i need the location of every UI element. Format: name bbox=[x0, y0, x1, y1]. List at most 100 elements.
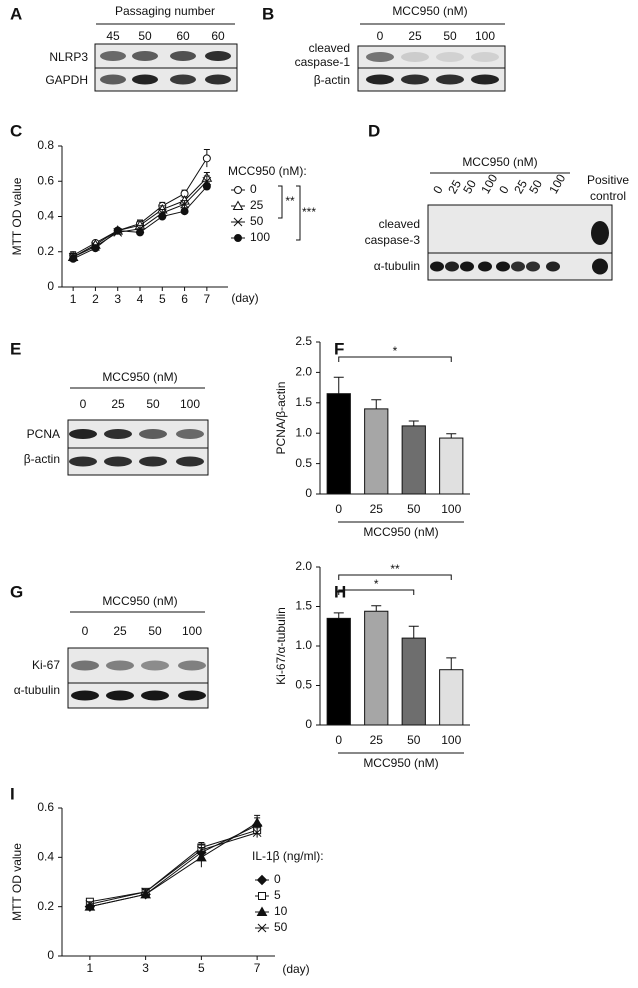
row-label: NLRP3 bbox=[49, 50, 88, 64]
y-tick-label: 1.5 bbox=[295, 395, 312, 409]
y-tick-label: 0 bbox=[47, 279, 54, 293]
row-label: β-actin bbox=[24, 452, 60, 466]
y-axis-label: MTT OD value bbox=[10, 177, 24, 255]
blot-band bbox=[106, 660, 134, 671]
row-label: caspase-3 bbox=[365, 233, 421, 247]
legend-label: 50 bbox=[274, 920, 288, 934]
lane-label: 45 bbox=[106, 29, 120, 43]
error-bar bbox=[408, 420, 419, 426]
lane-label: 100 bbox=[478, 171, 500, 196]
blot-band bbox=[178, 660, 206, 671]
y-tick-label: 0.8 bbox=[37, 138, 54, 152]
lane-label: 100 bbox=[180, 397, 200, 411]
y-tick-label: 2.0 bbox=[295, 559, 312, 573]
blot-band bbox=[401, 74, 429, 85]
legend-marker bbox=[256, 906, 268, 916]
blot-band bbox=[139, 429, 167, 439]
row-label: cleaved bbox=[379, 217, 420, 231]
lane-label: 60 bbox=[176, 29, 190, 43]
lane-label: 25 bbox=[113, 624, 127, 638]
x-tick-label: 25 bbox=[370, 502, 384, 516]
x-tick-label: 7 bbox=[254, 961, 261, 975]
x-tick-label: 1 bbox=[70, 292, 77, 306]
series-line bbox=[89, 822, 258, 908]
x-tick-label: 7 bbox=[204, 292, 211, 306]
legend-label: 25 bbox=[250, 198, 264, 212]
series-line bbox=[89, 832, 258, 905]
bar bbox=[439, 669, 464, 726]
legend-title: IL-1β (ng/ml): bbox=[252, 849, 324, 863]
significance-label: *** bbox=[302, 205, 316, 219]
blot-band bbox=[100, 74, 126, 85]
x-tick-label: 5 bbox=[198, 961, 205, 975]
panel-letter: F bbox=[334, 339, 344, 358]
legend-marker bbox=[234, 234, 242, 242]
lane-label: 25 bbox=[511, 177, 530, 196]
x-axis-label: (day) bbox=[282, 962, 309, 976]
row-label: GAPDH bbox=[45, 73, 88, 87]
x-tick-label: 100 bbox=[441, 733, 461, 747]
row-label: α-tubulin bbox=[14, 683, 60, 697]
blot-header: MCC950 (nM) bbox=[102, 594, 177, 608]
data-point bbox=[202, 182, 211, 191]
y-axis-label: PCNA/β-actin bbox=[274, 382, 288, 455]
legend-marker bbox=[257, 923, 267, 933]
blot-band bbox=[546, 261, 560, 272]
blot-band bbox=[176, 429, 204, 439]
y-tick-label: 2.0 bbox=[295, 365, 312, 379]
blot-band bbox=[366, 74, 394, 85]
blot-band bbox=[141, 660, 169, 671]
y-tick-label: 0.5 bbox=[295, 678, 312, 692]
blot-header: Passaging number bbox=[115, 4, 215, 18]
panel-letter: G bbox=[10, 582, 23, 601]
row-label: α-tubulin bbox=[374, 259, 420, 273]
lane-label: 100 bbox=[475, 29, 495, 43]
y-tick-label: 0.6 bbox=[37, 800, 54, 814]
blot-band bbox=[170, 51, 196, 61]
blot-band bbox=[436, 74, 464, 85]
data-point bbox=[180, 199, 189, 209]
significance-label: * bbox=[374, 577, 379, 591]
bar bbox=[401, 425, 426, 495]
lane-label: 0 bbox=[496, 183, 512, 196]
significance-label: ** bbox=[390, 562, 400, 576]
bar bbox=[364, 408, 389, 495]
blot-band bbox=[132, 51, 158, 61]
x-tick-label: 4 bbox=[137, 292, 144, 306]
y-tick-label: 0.4 bbox=[37, 209, 54, 223]
blot-band bbox=[478, 261, 492, 272]
x-tick-label: 3 bbox=[142, 961, 149, 975]
bar bbox=[364, 610, 389, 726]
panel-letter: E bbox=[10, 339, 21, 358]
y-tick-label: 1.0 bbox=[295, 638, 312, 652]
blot-header: MCC950 (nM) bbox=[102, 370, 177, 384]
x-tick-label: 25 bbox=[370, 733, 384, 747]
x-tick-label: 0 bbox=[335, 502, 342, 516]
blot-band bbox=[205, 51, 231, 61]
blot-header: MCC950 (nM) bbox=[462, 155, 537, 169]
blot-band bbox=[591, 221, 609, 245]
data-point bbox=[141, 887, 150, 897]
data-point bbox=[252, 828, 262, 838]
y-tick-label: 2.5 bbox=[295, 334, 312, 348]
lane-label: 50 bbox=[148, 624, 162, 638]
bar bbox=[326, 393, 351, 495]
lane-label: 25 bbox=[445, 177, 464, 196]
y-axis-label: MTT OD value bbox=[10, 843, 24, 921]
x-tick-label: 5 bbox=[159, 292, 166, 306]
x-tick-label: 50 bbox=[407, 733, 421, 747]
y-tick-label: 0 bbox=[305, 717, 312, 731]
row-label: β-actin bbox=[314, 73, 350, 87]
lane-label: 60 bbox=[211, 29, 225, 43]
y-tick-label: 1.5 bbox=[295, 599, 312, 613]
bar bbox=[401, 637, 426, 726]
data-point bbox=[197, 845, 206, 855]
lane-label: 50 bbox=[526, 177, 545, 196]
lane-label: control bbox=[590, 189, 626, 203]
y-tick-label: 1.0 bbox=[295, 425, 312, 439]
blot-band bbox=[139, 456, 167, 467]
y-tick-label: 0 bbox=[47, 948, 54, 962]
blot-band bbox=[104, 456, 132, 467]
data-point bbox=[251, 817, 263, 827]
